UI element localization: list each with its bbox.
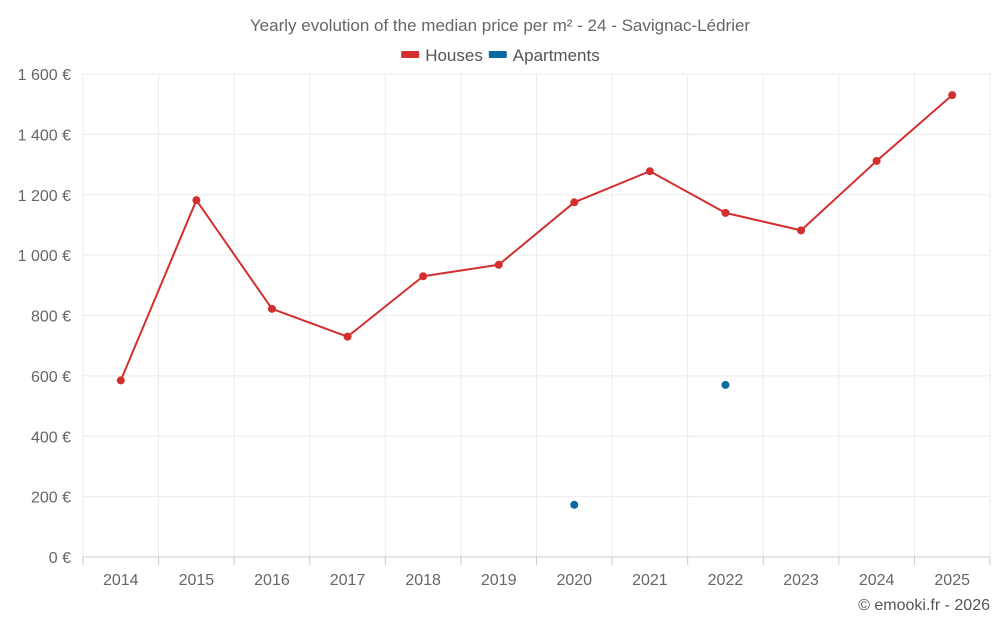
- x-axis-labels: 2014 2015 2016 2017 2018 2019 2020 2021 2022 2023…: [103, 572, 970, 589]
- x-tick-label: 2017: [330, 572, 366, 589]
- x-tick-label: 2024: [859, 572, 895, 589]
- houses-point-2020: [570, 198, 579, 207]
- houses-point-2022: [721, 208, 730, 217]
- legend: Houses Apartments: [401, 46, 600, 65]
- x-axis-ticks: [82, 557, 991, 565]
- apartments-point-2020: [570, 500, 579, 509]
- legend-swatch-houses: [401, 51, 420, 58]
- y-tick-label: 800 €: [31, 309, 71, 326]
- x-tick-label: 2020: [556, 572, 592, 589]
- houses-point-2021: [645, 167, 654, 176]
- y-tick-label: 600 €: [31, 369, 71, 386]
- x-tick-label: 2025: [934, 572, 970, 589]
- legend-swatch-apartments: [488, 51, 507, 58]
- y-tick-label: 200 €: [31, 490, 71, 507]
- houses-point-2019: [494, 260, 503, 269]
- houses-point-2025: [948, 91, 957, 100]
- y-gridlines: [83, 73, 990, 498]
- apartments-point-2022: [721, 380, 730, 389]
- x-tick-label: 2018: [405, 572, 441, 589]
- y-tick-label: 1 400 €: [18, 127, 71, 144]
- x-tick-label: 2021: [632, 572, 668, 589]
- houses-point-2018: [419, 272, 428, 281]
- houses-point-2016: [267, 304, 276, 313]
- houses-point-2024: [872, 156, 881, 165]
- y-tick-label: 0 €: [49, 550, 71, 567]
- houses-line: [119, 94, 953, 381]
- x-tick-label: 2015: [179, 572, 215, 589]
- y-tick-label: 1 600 €: [18, 67, 71, 84]
- houses-point-2023: [797, 226, 806, 235]
- series-group: [116, 91, 957, 509]
- houses-point-2015: [192, 196, 201, 205]
- houses-point-2017: [343, 332, 352, 341]
- x-tick-label: 2016: [254, 572, 290, 589]
- legend-label-houses: Houses: [425, 46, 483, 65]
- x-tick-label: 2022: [708, 572, 744, 589]
- y-tick-label: 1 000 €: [18, 248, 71, 265]
- houses-point-2014: [116, 376, 125, 385]
- y-tick-label: 1 200 €: [18, 188, 71, 205]
- legend-label-apartments: Apartments: [513, 46, 600, 65]
- y-axis-labels: 0 € 200 € 400 € 600 € 800 € 1 000 € 1 200 € 1 4…: [18, 67, 71, 567]
- y-tick-label: 400 €: [31, 429, 71, 446]
- x-tick-label: 2023: [783, 572, 819, 589]
- chart-title: Yearly evolution of the median price per…: [250, 16, 751, 35]
- x-tick-label: 2019: [481, 572, 517, 589]
- credit-text: © emooki.fr - 2026: [858, 597, 990, 614]
- x-tick-label: 2014: [103, 572, 139, 589]
